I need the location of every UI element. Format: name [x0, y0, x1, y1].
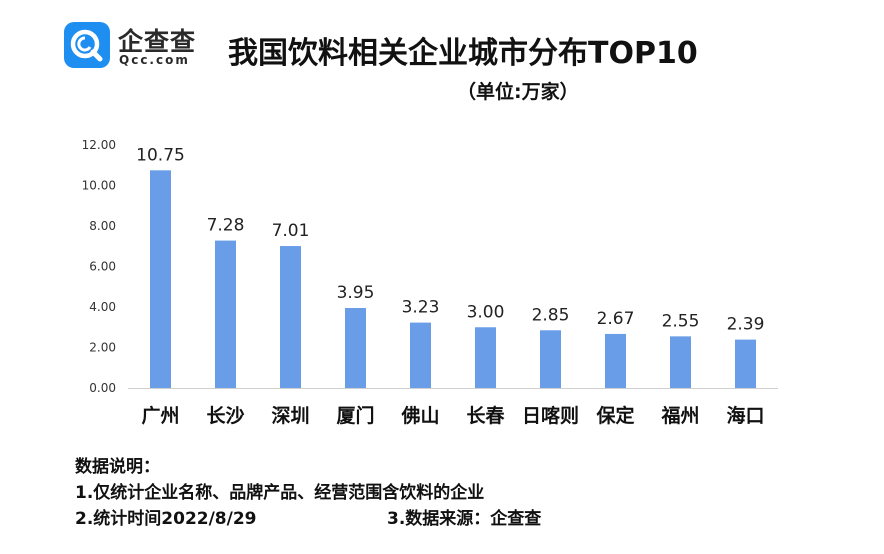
- bar: [345, 308, 366, 388]
- notes-line-2: 2.统计时间2022/8/29: [75, 509, 257, 529]
- bar: [605, 333, 626, 388]
- data-label: 7.28: [207, 216, 245, 236]
- bar: [670, 336, 691, 388]
- logo-icon: [64, 22, 110, 68]
- data-label: 2.85: [532, 305, 570, 325]
- chart-title: 我国饮料相关企业城市分布TOP10: [228, 36, 698, 71]
- y-tick-label: 2.00: [89, 341, 116, 355]
- y-tick-label: 6.00: [89, 260, 116, 274]
- x-tick-label: 深圳: [271, 404, 309, 427]
- x-tick-label: 长沙: [206, 405, 244, 427]
- notes-line-1: 1.仅统计企业名称、品牌产品、经营范围含饮料的企业: [75, 483, 485, 503]
- data-label: 3.95: [337, 283, 375, 303]
- logo: 企查查 Qcc.com: [64, 22, 204, 70]
- y-tick-label: 12.00: [82, 138, 116, 152]
- x-tick-label: 福州: [660, 404, 699, 427]
- x-tick-label: 厦门: [336, 404, 374, 427]
- x-tick-label: 佛山: [400, 404, 439, 427]
- x-tick-label: 广州: [141, 404, 179, 427]
- x-tick-label: 长春: [466, 404, 504, 427]
- x-tick-label: 日喀则: [522, 404, 579, 427]
- data-label: 7.01: [272, 221, 310, 241]
- bar: [280, 246, 301, 388]
- bar: [150, 170, 171, 388]
- bar: [735, 339, 756, 388]
- y-tick-label: 4.00: [89, 300, 116, 314]
- notes-heading: 数据说明：: [75, 457, 160, 477]
- data-label: 10.75: [136, 145, 185, 165]
- data-label: 3.23: [402, 298, 440, 318]
- data-label: 3.00: [467, 302, 505, 322]
- y-tick-label: 0.00: [89, 381, 116, 395]
- notes-line-3: 3.数据来源：企查查: [387, 509, 542, 529]
- chart-subtitle: （单位:万家）: [457, 81, 579, 103]
- logo-name-cn: 企查查: [118, 27, 197, 56]
- bar: [410, 322, 431, 388]
- y-tick-label: 10.00: [82, 179, 116, 193]
- bar: [540, 330, 561, 388]
- x-tick-label: 保定: [595, 404, 634, 427]
- data-label: 2.39: [727, 315, 765, 335]
- y-tick-label: 8.00: [89, 219, 116, 233]
- logo-name-en: Qcc.com: [119, 53, 190, 67]
- data-label: 2.55: [662, 311, 700, 331]
- bar: [475, 327, 496, 388]
- x-tick-label: 海口: [726, 404, 764, 427]
- bar: [215, 240, 236, 388]
- data-label: 2.67: [597, 309, 635, 329]
